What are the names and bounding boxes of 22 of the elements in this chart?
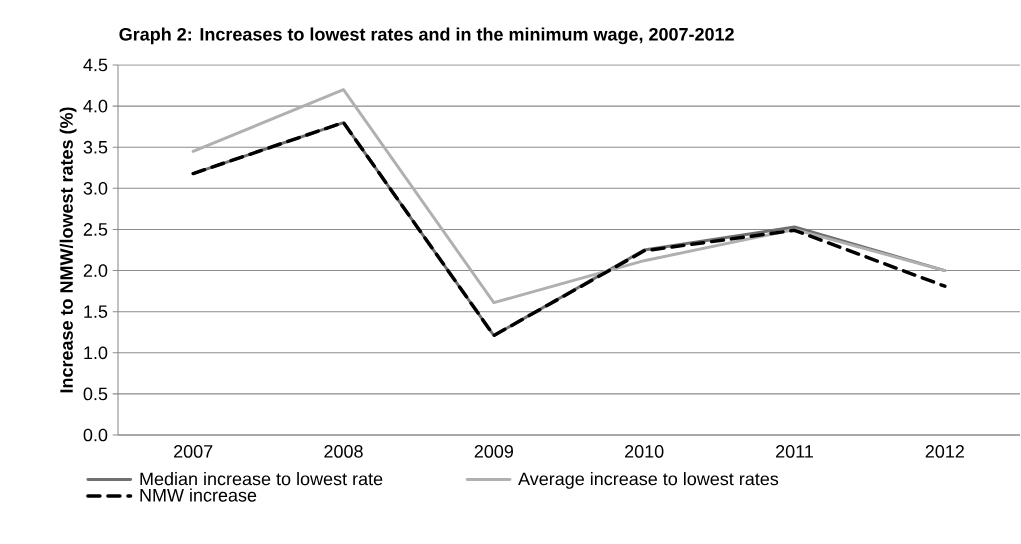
y-tick-label: 1.0 — [84, 346, 108, 360]
y-tick-label: 2.0 — [83, 264, 108, 277]
y-tick-label: 2.5 — [83, 223, 108, 236]
legend-label: Average increase to lowest rates — [518, 472, 779, 489]
x-tick-label: 2007 — [174, 445, 213, 458]
x-tick-label: 2009 — [474, 445, 513, 458]
y-tick-label: 0.5 — [83, 387, 108, 401]
y-axis-title: Increase to NMW/lowest rates (%) — [59, 107, 77, 393]
y-tick-label: 1.5 — [84, 305, 108, 318]
x-tick-label: 2010 — [625, 445, 664, 458]
y-tick-label: 3.0 — [83, 181, 108, 195]
chart-title: Graph 2: Increases to lowest rates and in the minimum wage, 2007-2012 — [119, 27, 734, 45]
line-series — [191, 88, 947, 305]
x-tick-label: 2008 — [324, 445, 363, 458]
x-tick-label: 2012 — [925, 445, 964, 458]
legend-label: Median increase to lowest rate — [140, 472, 383, 486]
legend-label: NMW increase — [140, 488, 257, 502]
y-tick-label: 4.5 — [83, 58, 108, 72]
y-tick-label: 3.5 — [83, 140, 108, 154]
y-tick-label: 0.0 — [83, 428, 108, 442]
y-tick-label: 4.0 — [83, 99, 108, 113]
x-tick-label: 2011 — [776, 445, 813, 458]
